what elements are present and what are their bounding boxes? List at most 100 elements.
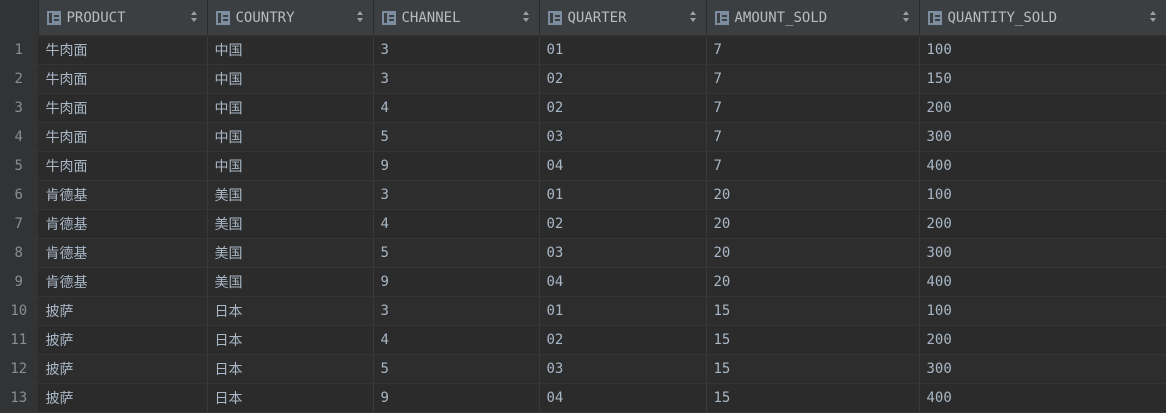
row-number[interactable]: 9 (0, 267, 39, 297)
cell-country[interactable]: 美国 (207, 238, 374, 268)
table-row[interactable]: 10 披萨 日本 3 01 15 100 (0, 296, 1166, 326)
cell-product[interactable]: 肯德基 (38, 209, 208, 239)
cell-quarter[interactable]: 01 (539, 180, 707, 210)
cell-amount-sold[interactable]: 15 (706, 325, 920, 355)
cell-amount-sold[interactable]: 7 (706, 151, 920, 181)
cell-product[interactable]: 牛肉面 (38, 122, 208, 152)
cell-quantity-sold[interactable]: 200 (919, 325, 1166, 355)
cell-amount-sold[interactable]: 20 (706, 209, 920, 239)
row-number-header[interactable] (0, 0, 39, 36)
cell-amount-sold[interactable]: 7 (706, 64, 920, 94)
row-number[interactable]: 12 (0, 354, 39, 384)
sort-toggle-icon[interactable] (902, 10, 910, 24)
table-row[interactable]: 5 牛肉面 中国 9 04 7 400 (0, 151, 1166, 181)
cell-amount-sold[interactable]: 15 (706, 383, 920, 413)
row-number[interactable]: 3 (0, 93, 39, 123)
cell-channel[interactable]: 3 (373, 296, 540, 326)
cell-amount-sold[interactable]: 7 (706, 35, 920, 65)
cell-country[interactable]: 日本 (207, 383, 374, 413)
cell-quantity-sold[interactable]: 200 (919, 209, 1166, 239)
cell-amount-sold[interactable]: 20 (706, 267, 920, 297)
table-row[interactable]: 7 肯德基 美国 4 02 20 200 (0, 209, 1166, 239)
cell-country[interactable]: 美国 (207, 267, 374, 297)
row-number[interactable]: 6 (0, 180, 39, 210)
cell-quantity-sold[interactable]: 400 (919, 383, 1166, 413)
sort-toggle-icon[interactable] (356, 10, 364, 24)
cell-quarter[interactable]: 04 (539, 383, 707, 413)
cell-country[interactable]: 美国 (207, 209, 374, 239)
cell-channel[interactable]: 4 (373, 325, 540, 355)
cell-amount-sold[interactable]: 7 (706, 93, 920, 123)
cell-quantity-sold[interactable]: 100 (919, 35, 1166, 65)
table-row[interactable]: 1 牛肉面 中国 3 01 7 100 (0, 35, 1166, 65)
row-number[interactable]: 5 (0, 151, 39, 181)
cell-product[interactable]: 披萨 (38, 325, 208, 355)
cell-product[interactable]: 肯德基 (38, 267, 208, 297)
cell-quarter[interactable]: 03 (539, 354, 707, 384)
cell-channel[interactable]: 3 (373, 180, 540, 210)
cell-country[interactable]: 中国 (207, 93, 374, 123)
column-header-quantity-sold[interactable]: QUANTITY_SOLD (919, 0, 1166, 36)
cell-channel[interactable]: 4 (373, 93, 540, 123)
table-row[interactable]: 13 披萨 日本 9 04 15 400 (0, 383, 1166, 413)
cell-quantity-sold[interactable]: 200 (919, 93, 1166, 123)
sort-toggle-icon[interactable] (1149, 10, 1157, 24)
table-row[interactable]: 2 牛肉面 中国 3 02 7 150 (0, 64, 1166, 94)
cell-product[interactable]: 肯德基 (38, 238, 208, 268)
cell-quarter[interactable]: 02 (539, 209, 707, 239)
cell-quarter[interactable]: 03 (539, 238, 707, 268)
cell-product[interactable]: 牛肉面 (38, 64, 208, 94)
cell-quantity-sold[interactable]: 150 (919, 64, 1166, 94)
cell-amount-sold[interactable]: 7 (706, 122, 920, 152)
row-number[interactable]: 4 (0, 122, 39, 152)
cell-channel[interactable]: 9 (373, 151, 540, 181)
cell-channel[interactable]: 5 (373, 238, 540, 268)
column-header-amount-sold[interactable]: AMOUNT_SOLD (706, 0, 920, 36)
cell-quantity-sold[interactable]: 300 (919, 354, 1166, 384)
cell-amount-sold[interactable]: 20 (706, 180, 920, 210)
row-number[interactable]: 1 (0, 35, 39, 65)
cell-country[interactable]: 日本 (207, 325, 374, 355)
row-number[interactable]: 13 (0, 383, 39, 413)
cell-country[interactable]: 日本 (207, 296, 374, 326)
cell-quarter[interactable]: 01 (539, 35, 707, 65)
table-row[interactable]: 11 披萨 日本 4 02 15 200 (0, 325, 1166, 355)
cell-quarter[interactable]: 04 (539, 151, 707, 181)
table-row[interactable]: 6 肯德基 美国 3 01 20 100 (0, 180, 1166, 210)
row-number[interactable]: 10 (0, 296, 39, 326)
cell-quarter[interactable]: 02 (539, 325, 707, 355)
cell-quarter[interactable]: 01 (539, 296, 707, 326)
cell-quarter[interactable]: 03 (539, 122, 707, 152)
cell-country[interactable]: 中国 (207, 151, 374, 181)
cell-channel[interactable]: 5 (373, 354, 540, 384)
cell-quantity-sold[interactable]: 300 (919, 122, 1166, 152)
cell-channel[interactable]: 3 (373, 35, 540, 65)
sort-toggle-icon[interactable] (689, 10, 697, 24)
column-header-country[interactable]: COUNTRY (207, 0, 374, 36)
cell-amount-sold[interactable]: 15 (706, 296, 920, 326)
cell-channel[interactable]: 3 (373, 64, 540, 94)
row-number[interactable]: 2 (0, 64, 39, 94)
cell-product[interactable]: 牛肉面 (38, 93, 208, 123)
cell-quantity-sold[interactable]: 100 (919, 296, 1166, 326)
cell-country[interactable]: 中国 (207, 64, 374, 94)
cell-product[interactable]: 披萨 (38, 296, 208, 326)
cell-channel[interactable]: 9 (373, 383, 540, 413)
cell-quantity-sold[interactable]: 400 (919, 267, 1166, 297)
table-row[interactable]: 9 肯德基 美国 9 04 20 400 (0, 267, 1166, 297)
table-row[interactable]: 8 肯德基 美国 5 03 20 300 (0, 238, 1166, 268)
column-header-quarter[interactable]: QUARTER (539, 0, 707, 36)
cell-quarter[interactable]: 02 (539, 64, 707, 94)
sort-toggle-icon[interactable] (522, 10, 530, 24)
cell-country[interactable]: 中国 (207, 122, 374, 152)
table-row[interactable]: 12 披萨 日本 5 03 15 300 (0, 354, 1166, 384)
cell-country[interactable]: 美国 (207, 180, 374, 210)
cell-quantity-sold[interactable]: 400 (919, 151, 1166, 181)
column-header-channel[interactable]: CHANNEL (373, 0, 540, 36)
cell-quantity-sold[interactable]: 100 (919, 180, 1166, 210)
sort-toggle-icon[interactable] (190, 10, 198, 24)
cell-amount-sold[interactable]: 20 (706, 238, 920, 268)
cell-product[interactable]: 披萨 (38, 383, 208, 413)
cell-channel[interactable]: 9 (373, 267, 540, 297)
cell-country[interactable]: 中国 (207, 35, 374, 65)
